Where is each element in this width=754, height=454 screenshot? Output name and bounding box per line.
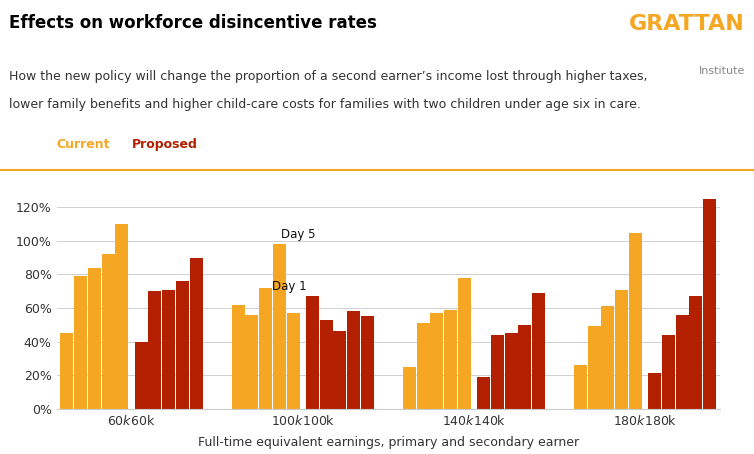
- Bar: [231, 305, 244, 409]
- Bar: [273, 244, 286, 409]
- Bar: [245, 315, 259, 409]
- Bar: [703, 199, 716, 409]
- Bar: [676, 315, 688, 409]
- Bar: [74, 276, 87, 409]
- Bar: [162, 290, 175, 409]
- Bar: [574, 365, 587, 409]
- Bar: [176, 281, 189, 409]
- Text: Institute: Institute: [698, 66, 745, 76]
- Bar: [190, 258, 203, 409]
- Bar: [403, 367, 415, 409]
- Text: Day 5: Day 5: [281, 228, 316, 241]
- Bar: [477, 377, 490, 409]
- Text: lower family benefits and higher child-care costs for families with two children: lower family benefits and higher child-c…: [9, 98, 641, 111]
- Bar: [431, 313, 443, 409]
- Bar: [615, 290, 628, 409]
- Bar: [504, 333, 517, 409]
- Bar: [662, 335, 675, 409]
- Bar: [491, 335, 504, 409]
- Bar: [88, 268, 101, 409]
- Bar: [532, 293, 545, 409]
- Bar: [149, 291, 161, 409]
- Bar: [333, 331, 346, 409]
- Text: How the new policy will change the proportion of a second earner’s income lost t: How the new policy will change the propo…: [9, 70, 648, 84]
- Text: Effects on workforce disincentive rates: Effects on workforce disincentive rates: [9, 14, 377, 32]
- Bar: [689, 296, 703, 409]
- Bar: [629, 232, 642, 409]
- Bar: [259, 288, 272, 409]
- Bar: [458, 278, 470, 409]
- Bar: [287, 313, 299, 409]
- Text: Proposed: Proposed: [132, 138, 198, 152]
- Bar: [135, 341, 148, 409]
- Bar: [115, 224, 128, 409]
- Bar: [416, 323, 430, 409]
- Bar: [320, 320, 333, 409]
- Text: Current: Current: [57, 138, 110, 152]
- Bar: [102, 254, 115, 409]
- Bar: [518, 325, 532, 409]
- Bar: [444, 310, 457, 409]
- Bar: [306, 296, 319, 409]
- Text: GRATTAN: GRATTAN: [629, 14, 745, 34]
- Bar: [347, 311, 360, 409]
- Bar: [60, 333, 73, 409]
- X-axis label: Full-time equivalent earnings, primary and secondary earner: Full-time equivalent earnings, primary a…: [198, 436, 579, 449]
- Text: Day 1: Day 1: [272, 280, 307, 293]
- Bar: [361, 316, 374, 409]
- Bar: [602, 306, 615, 409]
- Bar: [648, 373, 661, 409]
- Bar: [587, 326, 601, 409]
